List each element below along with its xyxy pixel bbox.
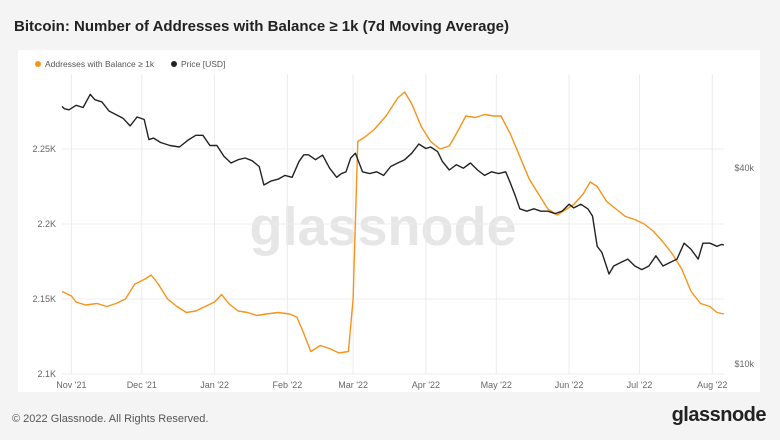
copyright-text: © 2022 Glassnode. All Rights Reserved. <box>12 413 209 425</box>
x-tick-label: Jul '22 <box>627 380 653 390</box>
y-left-tick-label: 2.25K <box>32 144 56 154</box>
y-left-tick-label: 2.1K <box>37 369 56 379</box>
x-tick-label: Nov '21 <box>56 380 86 390</box>
chart-title: Bitcoin: Number of Addresses with Balanc… <box>14 18 509 35</box>
y-left-tick-label: 2.2K <box>37 219 56 229</box>
x-tick-label: Feb '22 <box>272 380 302 390</box>
legend-label: Price [USD] <box>181 59 225 69</box>
x-tick-label: Dec '21 <box>127 380 157 390</box>
series-line-addresses <box>61 91 725 354</box>
watermark-text: glassnode <box>249 197 516 257</box>
brand-logo[interactable]: glassnode <box>671 404 767 426</box>
legend-label: Addresses with Balance ≥ 1k <box>45 59 155 69</box>
y-left-tick-label: 2.15K <box>32 294 56 304</box>
chart-panel: glassnode Nov '21 Dec '21 Jan '22 Feb '22 Mar… <box>18 50 760 392</box>
x-tick-label: Jun '22 <box>555 380 584 390</box>
x-tick-label: Jan '22 <box>200 380 229 390</box>
x-tick-label: Aug '22 <box>697 380 727 390</box>
legend-marker <box>35 61 41 67</box>
chart-svg: glassnode Nov '21 Dec '21 Jan '22 Feb '22 Mar… <box>32 59 754 390</box>
x-tick-label: Apr '22 <box>412 380 440 390</box>
y-right-tick-label: $40k <box>734 163 754 173</box>
x-tick-label: May '22 <box>481 380 512 390</box>
series-line-price <box>61 93 725 275</box>
y-right-tick-label: $10k <box>734 359 754 369</box>
x-tick-label: Mar '22 <box>338 380 368 390</box>
legend-marker <box>171 61 177 67</box>
